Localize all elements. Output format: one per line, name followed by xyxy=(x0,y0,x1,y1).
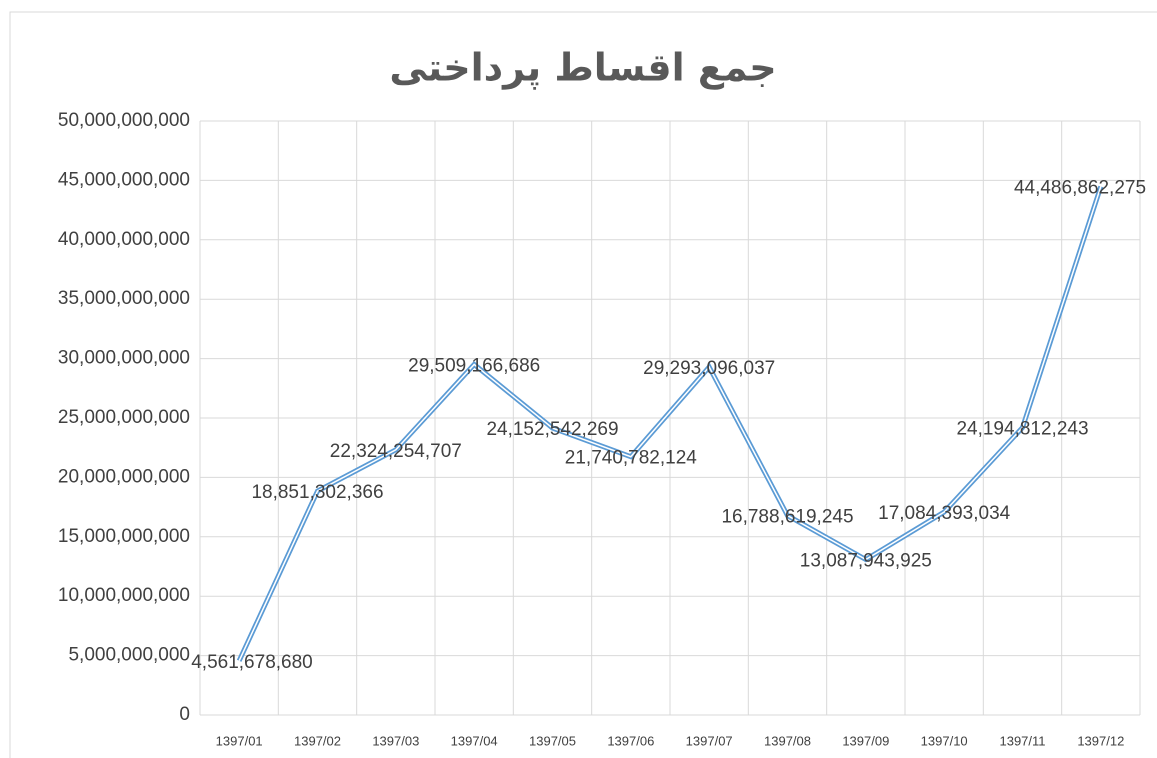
x-tick-label: 1397/11 xyxy=(999,733,1045,748)
data-label: 24,194,812,243 xyxy=(956,419,1088,440)
x-tick-label: 1397/12 xyxy=(1077,733,1124,748)
data-label: 18,851,302,366 xyxy=(251,482,383,503)
chart-border xyxy=(9,11,1157,758)
chart-title: جمع اقساط پرداختی xyxy=(389,46,776,90)
y-tick-label: 50,000,000,000 xyxy=(58,110,190,131)
x-tick-label: 1397/10 xyxy=(921,733,968,748)
data-label: 21,740,782,124 xyxy=(565,448,698,469)
y-tick-label: 40,000,000,000 xyxy=(58,229,190,250)
x-tick-label: 1397/07 xyxy=(686,733,733,748)
x-tick-label: 1397/01 xyxy=(216,733,263,748)
data-label: 24,152,542,269 xyxy=(486,419,618,440)
data-label: 29,293,096,037 xyxy=(643,358,775,379)
x-tick-label: 1397/03 xyxy=(372,733,419,748)
y-tick-label: 15,000,000,000 xyxy=(58,526,190,547)
y-tick-label: 45,000,000,000 xyxy=(58,169,190,190)
y-tick-label: 20,000,000,000 xyxy=(58,466,190,487)
y-tick-label: 5,000,000,000 xyxy=(68,645,190,666)
data-label: 44,486,862,275 xyxy=(1014,178,1146,199)
x-tick-label: 1397/02 xyxy=(294,733,341,748)
x-tick-label: 1397/09 xyxy=(842,733,889,748)
x-tick-label: 1397/05 xyxy=(529,733,576,748)
line-inner xyxy=(238,186,1102,662)
data-label: 17,084,393,034 xyxy=(878,503,1011,524)
y-tick-label: 0 xyxy=(179,704,190,725)
y-tick-label: 35,000,000,000 xyxy=(58,288,190,309)
data-label: 13,087,943,925 xyxy=(800,551,932,572)
y-tick-label: 10,000,000,000 xyxy=(58,585,190,606)
data-label: 29,509,166,686 xyxy=(408,355,540,376)
y-tick-label: 30,000,000,000 xyxy=(58,348,190,369)
data-label: 4,561,678,680 xyxy=(191,652,313,673)
y-tick-label: 25,000,000,000 xyxy=(58,407,190,428)
x-tick-label: 1397/06 xyxy=(607,733,654,748)
x-tick-label: 1397/08 xyxy=(764,733,811,748)
x-tick-label: 1397/04 xyxy=(451,733,498,748)
data-label: 22,324,254,707 xyxy=(330,441,462,462)
data-label: 16,788,619,245 xyxy=(721,507,853,528)
